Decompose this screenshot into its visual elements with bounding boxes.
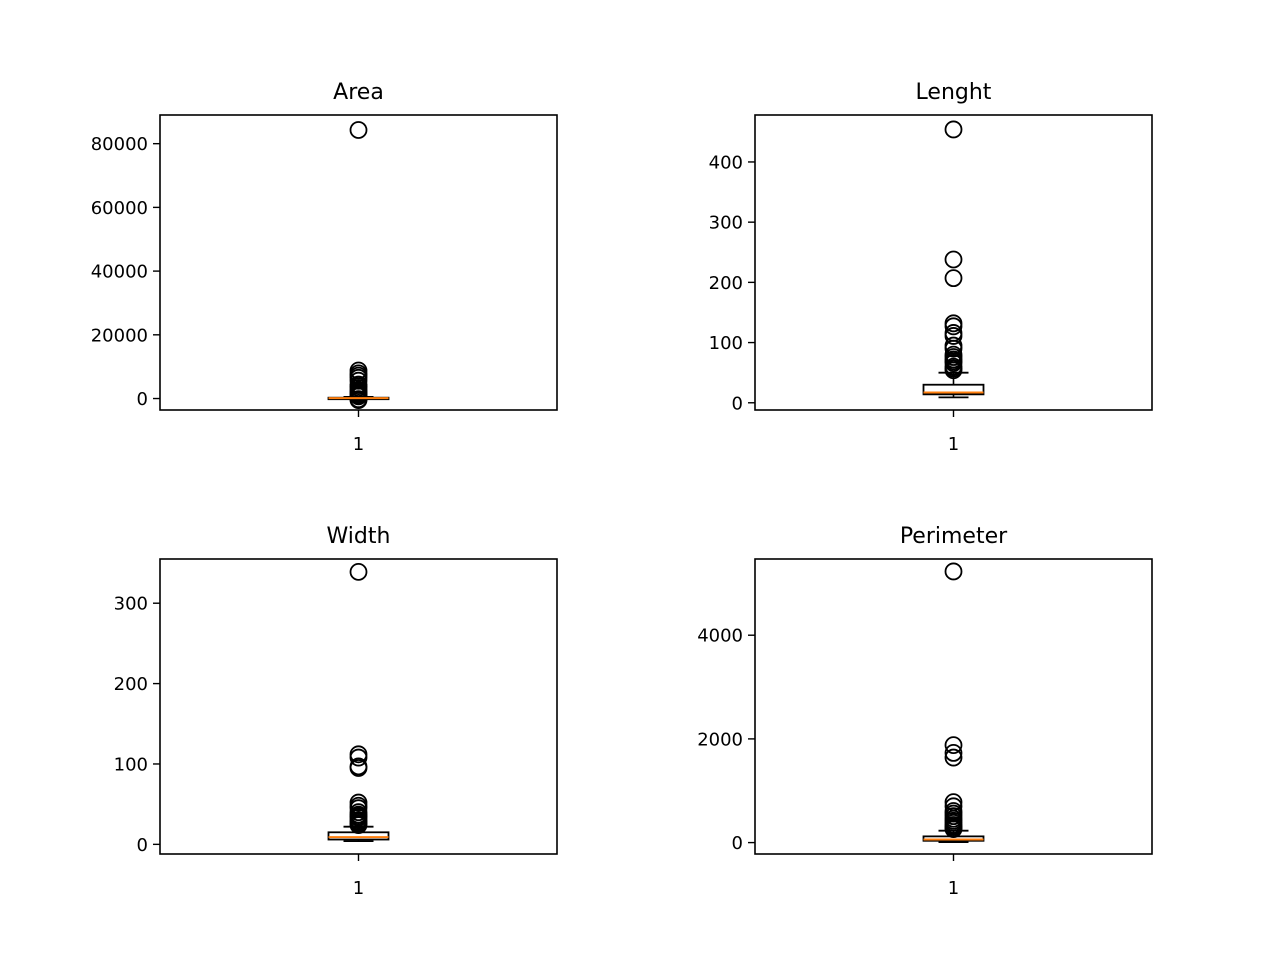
axes-frame xyxy=(754,558,1153,855)
y-tick-label: 300 xyxy=(114,594,148,615)
x-tick-label: 1 xyxy=(948,878,959,899)
x-tick-label: 1 xyxy=(353,434,364,455)
outlier-point xyxy=(349,816,368,834)
subplot-perimeter: Perimeter 0 2000 4000 1 xyxy=(697,524,1153,899)
outlier-point xyxy=(349,562,368,581)
outlier-point xyxy=(944,339,963,358)
outlier-point xyxy=(944,317,963,336)
outlier-point xyxy=(944,120,963,139)
chart-title: Area xyxy=(333,80,384,105)
y-tick-label: 0 xyxy=(137,835,148,856)
axes-frame xyxy=(159,114,558,411)
outlier-point xyxy=(944,250,963,269)
y-tick-label: 300 xyxy=(709,213,743,234)
outlier-point xyxy=(944,327,963,345)
y-tick-label: 200 xyxy=(114,674,148,695)
y-tick-label: 2000 xyxy=(697,729,743,750)
y-tick-label: 200 xyxy=(709,273,743,294)
subplot-lenght: Lenght 0 100 200 300 400 1 xyxy=(709,80,1153,455)
subplot-area: Area 0 20000 40000 60000 80000 1 xyxy=(91,80,558,455)
chart-title: Width xyxy=(327,524,391,549)
y-tick-label: 0 xyxy=(732,833,743,854)
y-tick-label: 0 xyxy=(732,393,743,414)
outlier-point xyxy=(349,121,368,139)
y-tick-label: 100 xyxy=(114,754,148,775)
subplot-width: Width 0 100 200 300 1 xyxy=(114,524,558,899)
box xyxy=(922,383,985,396)
outlier-point xyxy=(944,748,963,767)
y-tick-label: 80000 xyxy=(91,134,148,155)
outlier-point xyxy=(944,269,963,288)
outlier-point xyxy=(349,391,368,410)
outlier-point xyxy=(349,748,368,767)
axes-frame xyxy=(159,558,558,855)
axes-frame xyxy=(754,114,1153,411)
y-tick-label: 20000 xyxy=(91,325,148,346)
y-tick-label: 100 xyxy=(709,333,743,354)
outlier-point xyxy=(349,759,368,777)
outlier-point xyxy=(944,744,963,762)
x-tick-label: 1 xyxy=(948,434,959,455)
outlier-point xyxy=(944,361,963,380)
chart-title: Perimeter xyxy=(900,524,1008,549)
chart-title: Lenght xyxy=(916,80,992,105)
y-tick-label: 0 xyxy=(137,389,148,410)
outlier-point xyxy=(944,820,963,839)
y-tick-label: 400 xyxy=(709,152,743,173)
y-tick-label: 40000 xyxy=(91,262,148,283)
outlier-point xyxy=(944,562,963,581)
outlier-point xyxy=(944,736,963,755)
x-tick-label: 1 xyxy=(353,878,364,899)
y-tick-label: 4000 xyxy=(697,626,743,647)
y-tick-label: 60000 xyxy=(91,198,148,219)
